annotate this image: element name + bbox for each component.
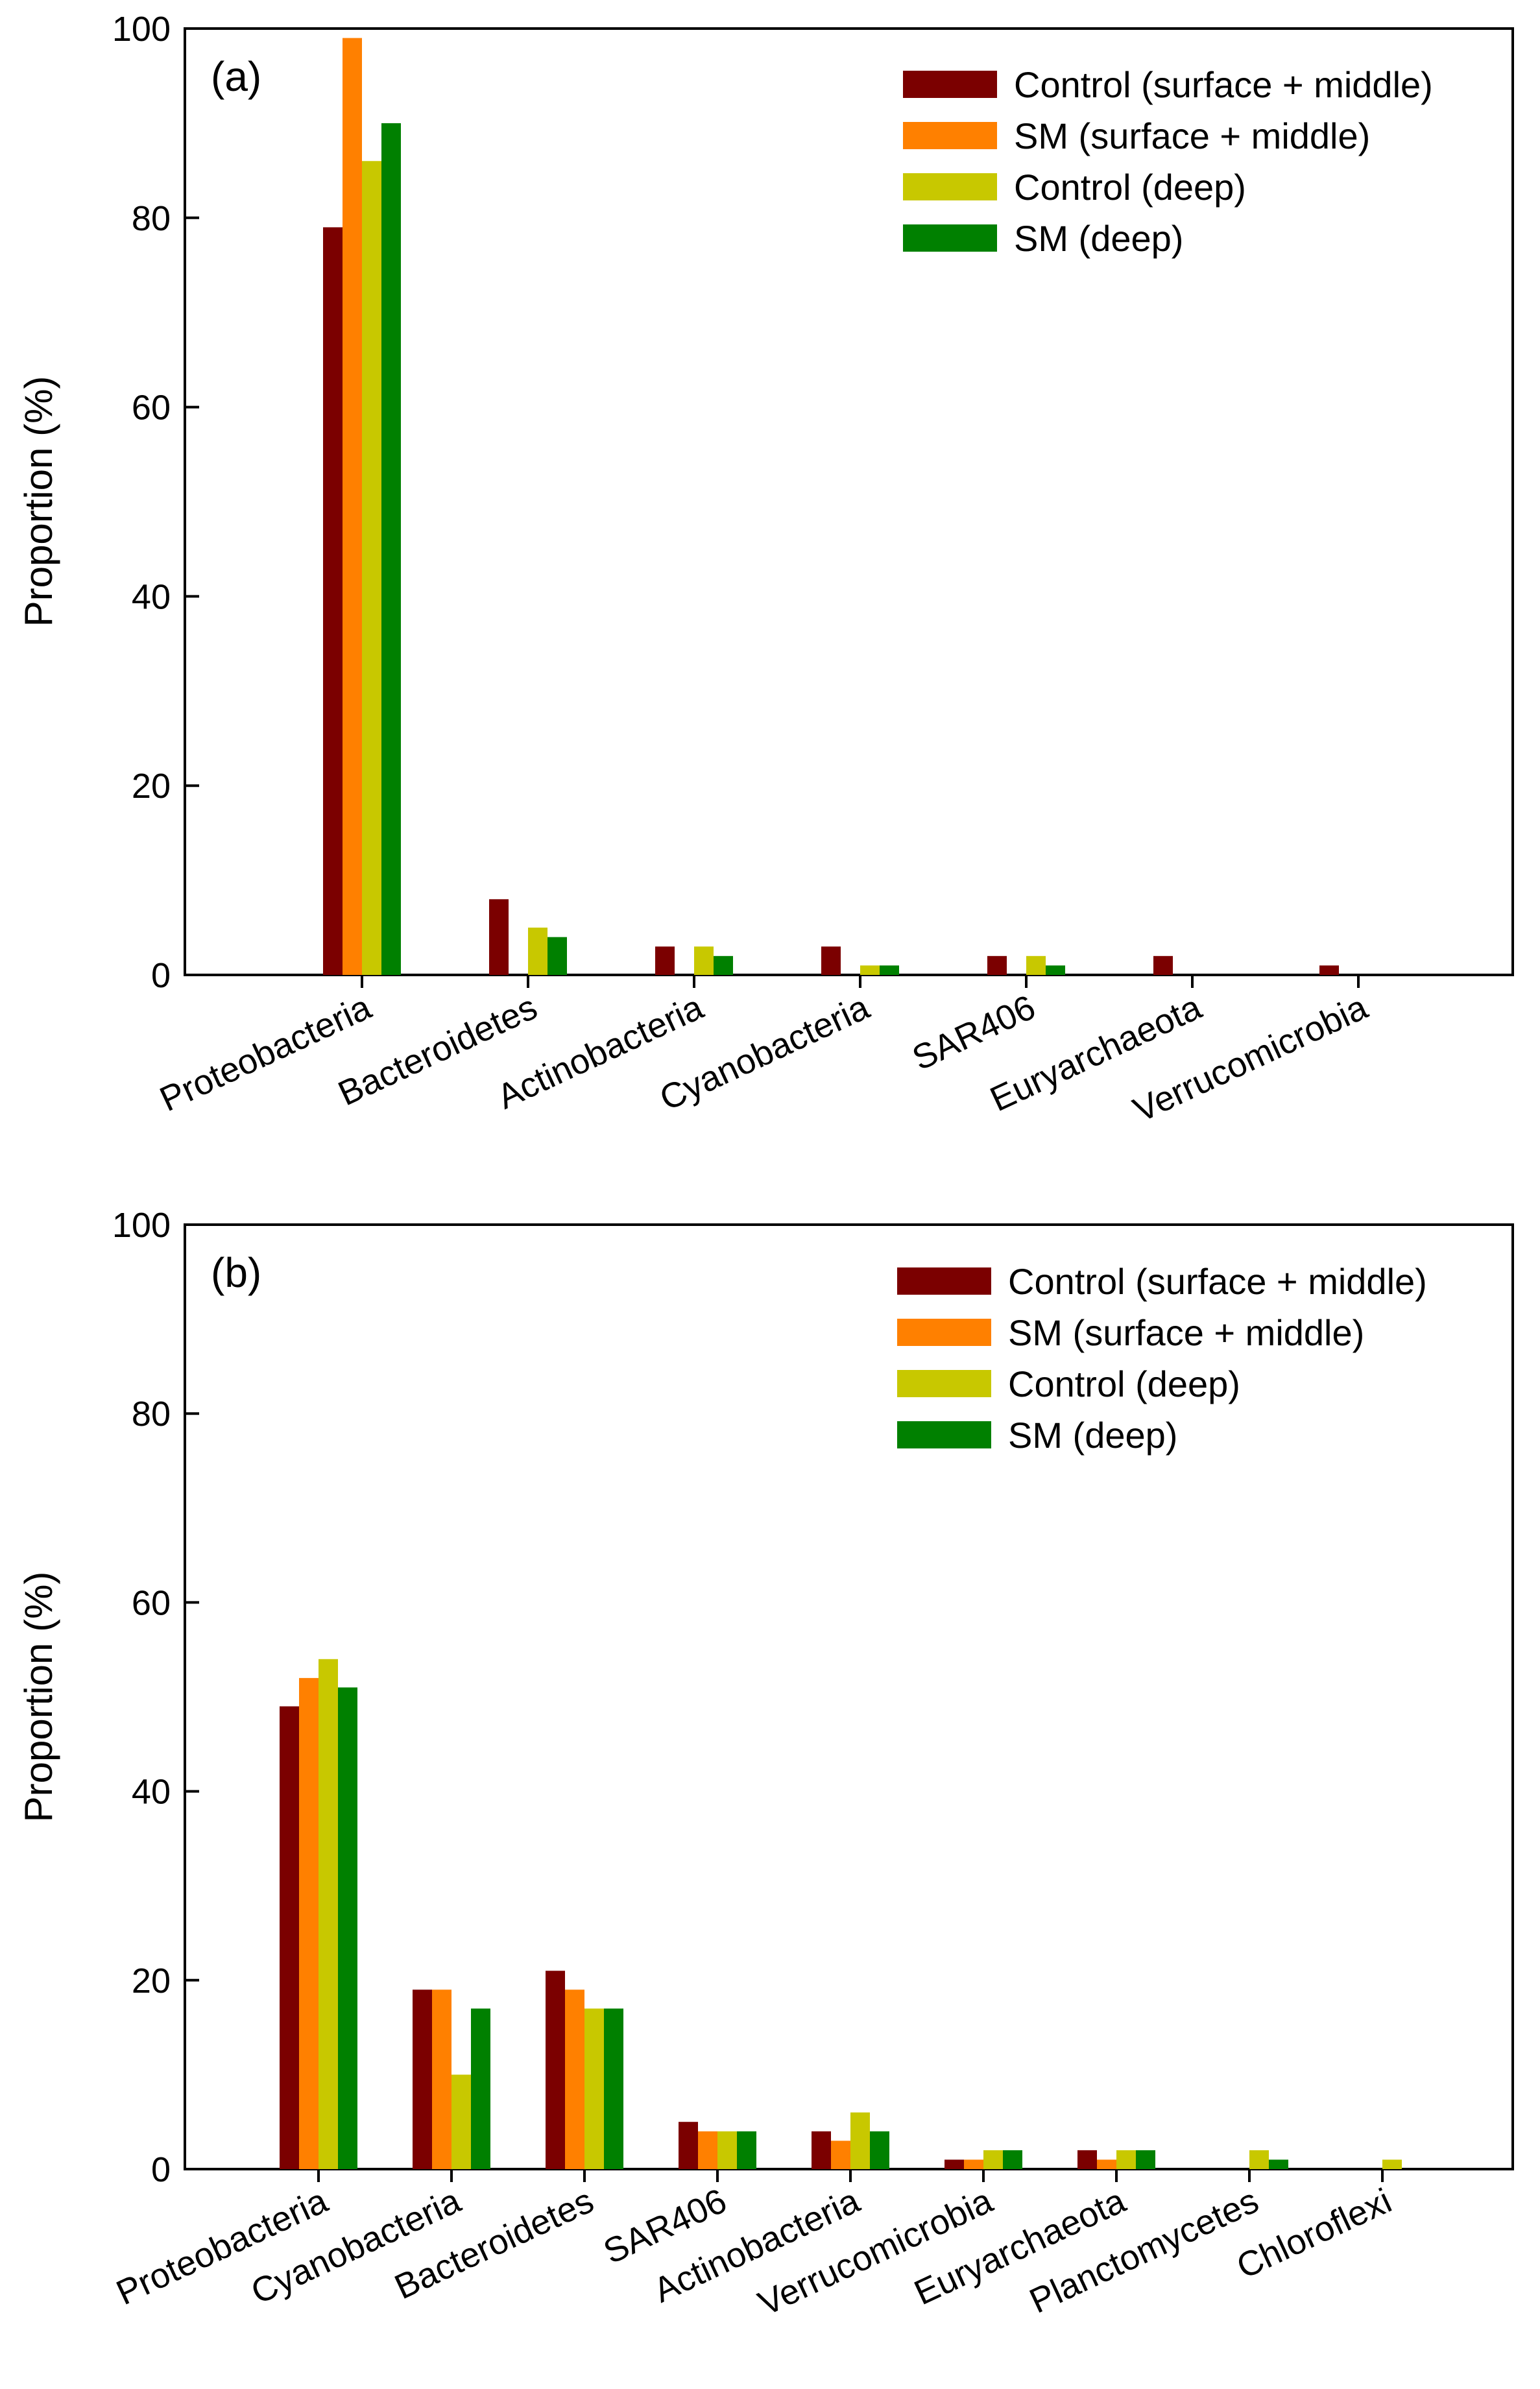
bar [489,899,509,975]
panel-b: (b) Proportion (%) 0 20 40 60 80 100 Proteoba… [17,1206,1514,2323]
bar [604,2008,623,2169]
bar [1003,2150,1022,2169]
bar [584,2008,604,2169]
bar [343,38,362,976]
x-labels: ProteobacteriaCyanobacteriaBacteroidetes… [110,2169,1397,2323]
bar [679,2122,698,2169]
bar [694,946,714,975]
y-tick-label: 60 [132,389,171,427]
bar [944,2159,964,2169]
panel-label: (a) [211,53,261,100]
bar [1046,965,1065,975]
bar [280,1706,299,2169]
x-tick-label: Chloroflexi [1231,2181,1398,2286]
bar [1026,955,1046,975]
y-tick-label: 80 [132,1395,171,1434]
y-tick-label: 40 [132,577,171,616]
panel-label: (b) [211,1249,261,1296]
bar [319,1659,338,2169]
bar [987,955,1007,975]
bar [546,1971,565,2169]
y-ticks: 0 20 40 60 80 100 [112,1206,199,2189]
bar [362,161,381,975]
bar [860,965,880,975]
bar [1153,955,1173,975]
legend-swatch [903,71,997,98]
bar [737,2131,756,2169]
bar [338,1687,357,2169]
legend-swatch [897,1319,991,1346]
bar [299,1677,319,2169]
bar [1269,2159,1288,2169]
bar [413,1989,432,2169]
legend-label: Control (surface + middle) [1014,64,1433,105]
legend-swatch [897,1421,991,1448]
legend-label: Control (deep) [1008,1363,1240,1404]
bar [655,946,675,975]
y-tick-label: 40 [132,1773,171,1812]
y-tick-label: 100 [112,10,171,49]
y-tick-label: 80 [132,199,171,238]
bar [381,123,401,975]
y-tick-label: 60 [132,1583,171,1622]
legend-swatch [897,1370,991,1397]
bar [471,2008,490,2169]
bar [1077,2150,1097,2169]
legend: Control (surface + middle) SM (surface + … [897,1261,1427,1456]
bar [451,2074,471,2169]
legend-label: SM (deep) [1008,1415,1177,1456]
y-tick-label: 0 [151,2150,171,2189]
legend-swatch [903,224,997,252]
bar [831,2141,850,2169]
bar [528,928,547,975]
bar [1097,2159,1116,2169]
bar [1249,2150,1269,2169]
y-axis-title: Proportion (%) [17,376,60,627]
legend: Control (surface + middle) SM (surface + … [903,64,1433,259]
panel-a: (a) Proportion (%) 0 20 40 60 80 100 Proteoba… [17,10,1514,1130]
x-tick-label: Planctomycetes [1024,2181,1264,2320]
legend-label: SM (deep) [1014,218,1183,259]
bar [565,1989,584,2169]
bar [717,2131,737,2169]
legend-label: SM (surface + middle) [1008,1312,1364,1353]
bar [323,227,343,975]
bars [280,1659,1402,2169]
x-tick-label: SAR406 [906,987,1041,1077]
bar [714,955,733,975]
bar [1382,2159,1402,2169]
y-axis-title: Proportion (%) [17,1572,60,1823]
bar [547,937,567,975]
bar [983,2150,1003,2169]
legend-swatch [903,173,997,200]
bar [1319,965,1339,975]
bar [880,965,899,975]
plot-frame [184,27,1514,976]
bar [964,2159,983,2169]
legend-label: Control (deep) [1014,167,1246,208]
bar [821,946,841,975]
legend-swatch [897,1267,991,1295]
bar [432,1989,451,2169]
y-tick-label: 100 [112,1206,171,1245]
bar [698,2131,717,2169]
legend-swatch [903,122,997,149]
bar [870,2131,889,2169]
plot-frame [184,1223,1514,2170]
bar [1116,2150,1136,2169]
bar [1136,2150,1155,2169]
bar [850,2112,870,2169]
x-labels: ProteobacteriaBacteroidetesActinobacteri… [154,975,1374,1130]
legend-label: SM (surface + middle) [1014,115,1370,156]
y-ticks: 0 20 40 60 80 100 [112,10,199,995]
legend-label: Control (surface + middle) [1008,1261,1427,1302]
bars [323,38,1339,976]
y-tick-label: 20 [132,1962,171,2000]
y-tick-label: 20 [132,767,171,806]
y-tick-label: 0 [151,956,171,995]
bar [812,2131,831,2169]
